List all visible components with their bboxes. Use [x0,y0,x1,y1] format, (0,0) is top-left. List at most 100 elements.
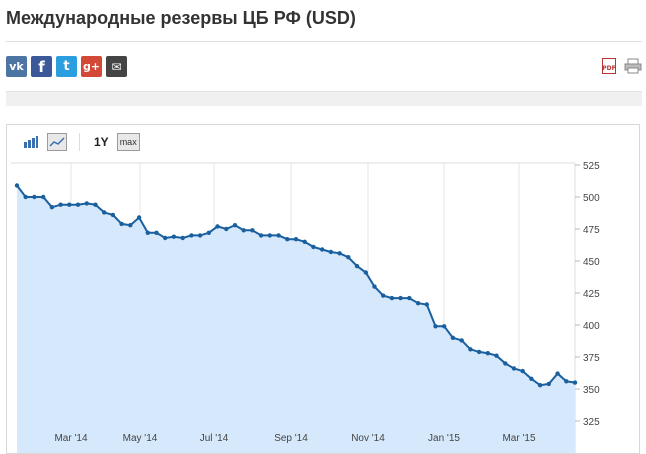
data-point[interactable] [468,347,473,352]
data-point[interactable] [41,194,46,200]
data-point[interactable] [459,338,464,343]
range-1y-button[interactable]: 1Y [94,135,109,149]
data-point[interactable] [485,351,490,356]
data-point[interactable] [75,202,81,207]
email-share-button[interactable]: ✉ [106,56,127,77]
data-point[interactable] [311,244,316,250]
y-tick-label: 425 [583,289,600,300]
data-point[interactable] [224,226,229,232]
data-point[interactable] [546,381,551,387]
x-tick-label: Mar '15 [502,433,535,444]
data-point[interactable] [49,205,55,210]
line-chart-toggle-button[interactable] [47,133,67,151]
x-tick-label: Mar '14 [54,433,87,444]
pdf-icon[interactable]: PDF [602,58,616,74]
y-tick-label: 525 [583,161,600,172]
x-tick-label: May '14 [123,433,158,444]
data-point[interactable] [511,366,517,371]
data-point[interactable] [415,301,421,306]
data-point[interactable] [372,284,377,289]
data-point[interactable] [215,224,220,229]
data-point[interactable] [537,383,543,388]
data-point[interactable] [407,295,412,301]
data-point[interactable] [572,380,578,385]
data-point[interactable] [136,215,142,220]
data-point[interactable] [433,324,438,329]
data-point[interactable] [520,368,525,374]
data-point[interactable] [119,221,124,227]
x-tick-label: Jul '14 [200,433,229,444]
range-max-button[interactable]: max [116,133,140,151]
twitter-share-button[interactable]: t [56,56,77,77]
y-axis: 325 350 375 400 425 450 475 500 525 [575,161,600,428]
data-point[interactable] [564,379,569,384]
y-tick-label: 475 [583,225,600,236]
data-point[interactable] [14,183,20,188]
data-point[interactable] [424,302,429,307]
data-point[interactable] [267,233,272,238]
googleplus-share-button[interactable]: g+ [81,56,102,77]
data-point[interactable] [232,223,238,228]
data-point[interactable] [293,237,299,242]
y-tick-label: 500 [583,193,600,204]
toolbar-separator [79,133,80,151]
data-point[interactable] [67,202,72,207]
data-point[interactable] [476,349,482,355]
vk-share-button[interactable]: vk [6,56,27,77]
bar-chart-icon [24,136,38,148]
data-point[interactable] [171,234,177,239]
data-point[interactable] [320,247,325,252]
data-point[interactable] [163,235,168,241]
data-point[interactable] [84,201,90,206]
data-point[interactable] [503,361,508,366]
data-point[interactable] [32,194,37,200]
data-point[interactable] [102,210,107,215]
data-point[interactable] [145,230,150,235]
data-point[interactable] [363,270,368,275]
share-bar: vk f t g+ ✉ [6,56,127,77]
data-point[interactable] [302,239,307,244]
y-tick-label: 325 [583,417,600,428]
area-fill [17,185,575,453]
data-point[interactable] [154,230,159,235]
data-point[interactable] [110,212,116,218]
data-point[interactable] [285,237,290,242]
data-point[interactable] [180,235,185,241]
y-tick-label: 400 [583,321,600,332]
data-point[interactable] [241,228,246,233]
data-point[interactable] [389,295,395,301]
data-point[interactable] [197,233,203,238]
print-icon[interactable] [624,58,642,74]
data-point[interactable] [276,233,281,238]
data-point[interactable] [328,249,334,255]
data-point[interactable] [23,194,28,200]
data-point[interactable] [337,251,342,256]
page-tools: PDF [602,58,642,74]
x-tick-label: Jan '15 [428,433,460,444]
x-axis: Mar '14 May '14 Jul '14 Sep '14 Nov '14 Jan '… [54,433,535,444]
data-point[interactable] [189,233,194,238]
page-title: Международные резервы ЦБ РФ (USD) [6,8,356,28]
data-point[interactable] [450,335,456,340]
data-point[interactable] [128,223,133,228]
data-point[interactable] [555,371,560,376]
data-point[interactable] [442,324,447,329]
data-point[interactable] [93,202,98,207]
data-point[interactable] [206,230,211,235]
series-points [14,183,578,388]
data-point[interactable] [346,255,351,260]
facebook-share-button[interactable]: f [31,56,52,77]
data-point[interactable] [258,233,264,238]
data-point[interactable] [354,263,360,269]
bar-chart-toggle-button[interactable] [21,133,41,151]
data-point[interactable] [529,376,534,381]
data-point[interactable] [494,353,499,358]
data-point[interactable] [381,293,386,298]
y-tick-label: 450 [583,257,600,268]
data-point[interactable] [398,295,403,301]
chart-plot: 325 350 375 400 425 450 475 500 525 Mar '14 May '… [11,161,600,453]
data-point[interactable] [250,228,255,233]
y-tick-label: 350 [583,385,600,396]
data-point[interactable] [58,202,63,207]
y-tick-label: 375 [583,353,600,364]
